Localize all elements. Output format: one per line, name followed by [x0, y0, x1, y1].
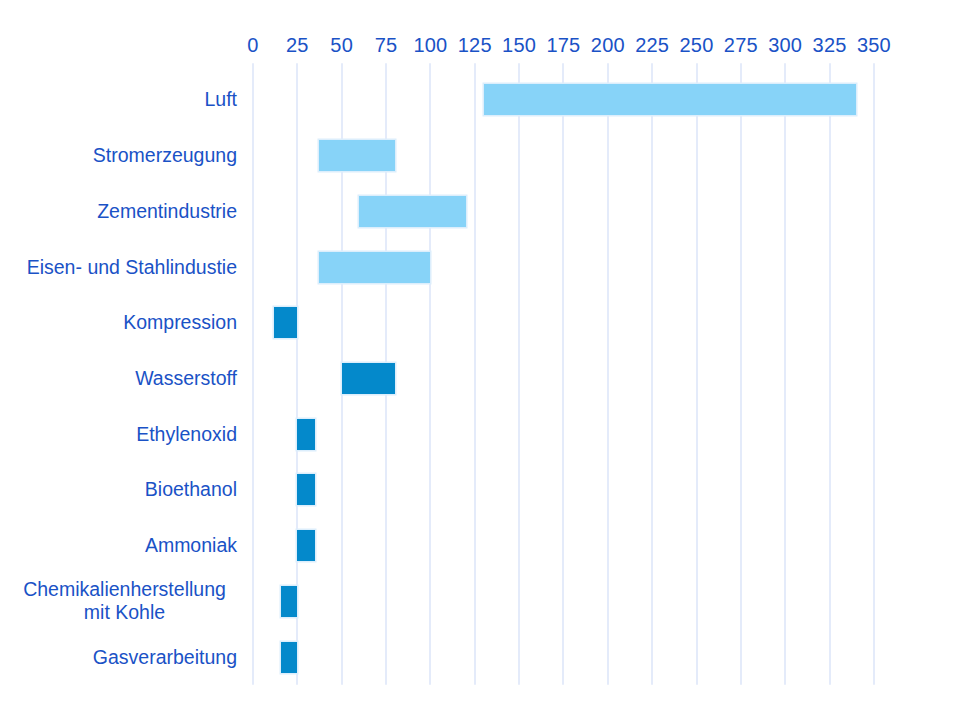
x-axis-tick-label-175: 175	[546, 34, 580, 57]
gridline-0	[252, 63, 254, 685]
x-axis-tick-label-150: 150	[502, 34, 536, 57]
category-label-gasverarbeitung: Gasverarbeitung	[93, 646, 237, 669]
range-bar-chemikalienherstellung-mit-kohle	[281, 586, 297, 617]
co2-capture-cost-range-chart: 0 25 50 75 100 125 150 175 200 225 250 275 300 325 350…	[0, 0, 960, 713]
gridline-300	[784, 63, 786, 685]
category-label-row-ammoniak: Ammoniak	[0, 518, 237, 574]
gridline-100	[429, 63, 431, 685]
x-axis-tick-label-50: 50	[330, 34, 353, 57]
range-bar-zementindustrie	[359, 196, 465, 227]
x-axis-tick-label-300: 300	[768, 34, 802, 57]
x-axis-tick-label-0: 0	[247, 34, 258, 57]
category-label-row-gasverarbeitung: Gasverarbeitung	[0, 629, 237, 685]
range-bar-ammoniak	[297, 530, 315, 561]
category-label-row-luft: Luft	[0, 72, 237, 128]
gridline-350	[873, 63, 875, 685]
category-label-eisen-und-stahlindustie: Eisen- und Stahlindustie	[27, 256, 237, 279]
x-axis-tick-label-100: 100	[413, 34, 447, 57]
x-axis-tick-label-250: 250	[680, 34, 714, 57]
gridline-250	[696, 63, 698, 685]
range-bar-gasverarbeitung	[281, 642, 297, 673]
category-label-ethylenoxid: Ethylenoxid	[136, 423, 237, 446]
gridline-225	[651, 63, 653, 685]
category-label-stromerzeugung: Stromerzeugung	[93, 144, 237, 167]
x-axis-tick-label-275: 275	[724, 34, 758, 57]
gridline-200	[607, 63, 609, 685]
category-label-luft: Luft	[204, 88, 237, 111]
category-label-chemikalienherstellung-mit-kohle: Chemikalienherstellung mit Kohle	[12, 578, 237, 624]
gridline-150	[518, 63, 520, 685]
gridline-275	[740, 63, 742, 685]
x-axis-tick-label-25: 25	[286, 34, 309, 57]
gridline-125	[474, 63, 476, 685]
range-bar-luft	[484, 84, 857, 115]
range-bar-eisen-und-stahlindustie	[319, 252, 431, 283]
gridline-175	[562, 63, 564, 685]
x-axis-tick-label-200: 200	[591, 34, 625, 57]
category-label-zementindustrie: Zementindustrie	[97, 200, 237, 223]
range-bar-kompression	[274, 307, 297, 338]
range-bar-stromerzeugung	[319, 140, 395, 171]
x-axis-tick-label-325: 325	[813, 34, 847, 57]
range-bar-bioethanol	[297, 474, 315, 505]
category-label-bioethanol: Bioethanol	[145, 478, 237, 501]
category-label-row-kompression: Kompression	[0, 295, 237, 351]
category-label-ammoniak: Ammoniak	[145, 534, 237, 557]
category-label-row-zementindustrie: Zementindustrie	[0, 183, 237, 239]
category-label-row-stromerzeugung: Stromerzeugung	[0, 128, 237, 184]
category-label-row-eisen-und-stahlindustie: Eisen- und Stahlindustie	[0, 239, 237, 295]
x-axis-tick-label-350: 350	[857, 34, 891, 57]
category-label-row-ethylenoxid: Ethylenoxid	[0, 406, 237, 462]
category-label-wasserstoff: Wasserstoff	[135, 367, 237, 390]
category-label-row-chemikalienherstellung-mit-kohle: Chemikalienherstellung mit Kohle	[0, 573, 237, 629]
category-label-row-bioethanol: Bioethanol	[0, 462, 237, 518]
x-axis-tick-label-225: 225	[635, 34, 669, 57]
range-bar-wasserstoff	[342, 363, 395, 394]
category-label-row-wasserstoff: Wasserstoff	[0, 351, 237, 407]
x-axis-tick-label-125: 125	[458, 34, 492, 57]
range-bar-ethylenoxid	[297, 419, 315, 450]
gridline-325	[829, 63, 831, 685]
x-axis-tick-label-75: 75	[375, 34, 398, 57]
category-label-kompression: Kompression	[123, 311, 237, 334]
